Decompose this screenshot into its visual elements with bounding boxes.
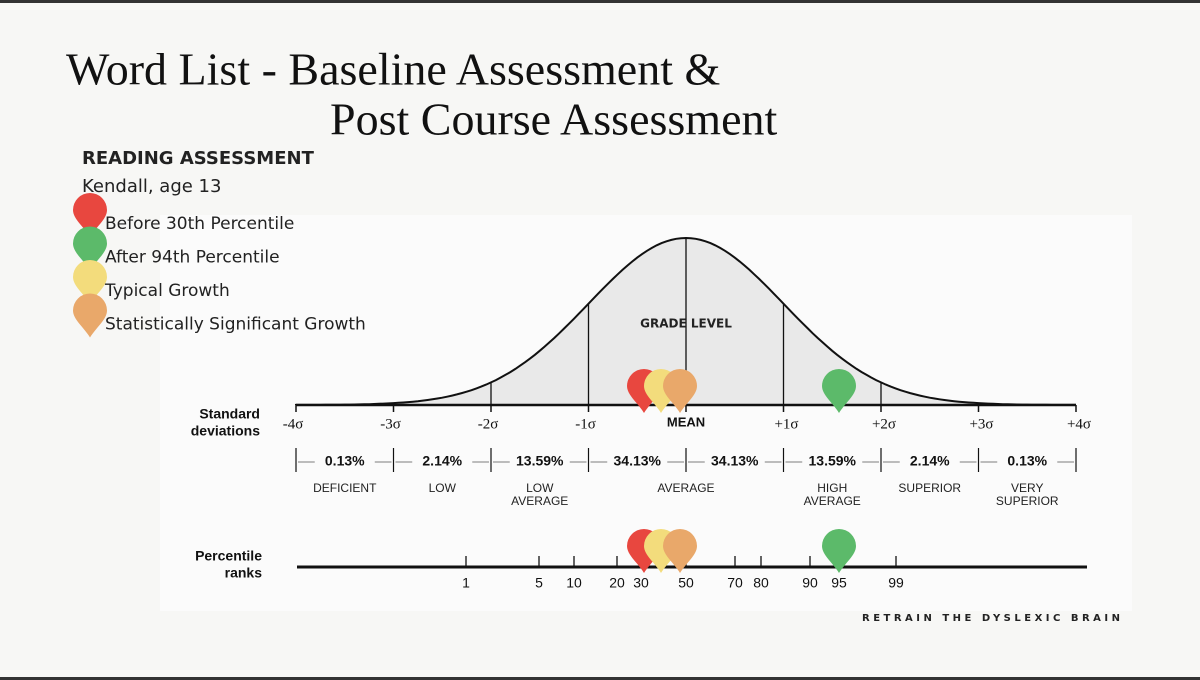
percent-label: 0.13% — [1007, 453, 1047, 469]
grade-level: GRADE LEVEL — [640, 317, 732, 331]
sigma-label: +3σ — [969, 416, 993, 432]
percentile-label: 70 — [727, 575, 743, 591]
percentile-marker — [822, 529, 856, 573]
percent-label: 34.13% — [711, 453, 759, 469]
percentile-axis-label: Percentile — [195, 548, 262, 564]
title-line-2: Post Course Assessment — [330, 94, 777, 145]
band-label: LOW — [526, 481, 554, 495]
footer: RETRAIN THE DYSLEXIC BRAIN — [862, 613, 1124, 624]
heading: READING ASSESSMENT — [82, 148, 315, 169]
percent-bg — [607, 452, 668, 472]
percentile-label: 90 — [802, 575, 818, 591]
percent-bg — [314, 452, 375, 472]
legend-label: After 94th Percentile — [105, 248, 280, 268]
percent-bg — [899, 452, 960, 472]
curve-marker — [822, 369, 856, 413]
percent-label: 2.14% — [910, 453, 950, 469]
band-label: VERY — [1011, 481, 1043, 495]
sigma-label: +4σ — [1067, 416, 1091, 432]
percentile-label: 1 — [462, 575, 470, 591]
mean-label: MEAN — [667, 414, 705, 429]
sd-label: deviations — [191, 423, 260, 439]
percent-bg — [412, 452, 473, 472]
band-label: AVERAGE — [657, 481, 714, 495]
percent-label: 13.59% — [516, 453, 564, 469]
sigma-label: +2σ — [872, 416, 896, 432]
percent-bg — [997, 452, 1058, 472]
legend-label: Typical Growth — [104, 281, 230, 301]
percentile-label: 99 — [888, 575, 904, 591]
percentile-axis-label: ranks — [225, 565, 263, 581]
band-label: LOW — [429, 481, 457, 495]
percent-label: 34.13% — [614, 453, 662, 469]
percentile-label: 50 — [678, 575, 694, 591]
curve-marker — [663, 369, 697, 413]
percentile-marker — [663, 529, 697, 573]
title-line-1: Word List - Baseline Assessment & — [66, 44, 720, 95]
legend-marker — [73, 260, 107, 304]
legend-marker — [73, 226, 107, 271]
legend-label: Before 30th Percentile — [105, 214, 294, 234]
percent-bg — [704, 452, 765, 472]
top-border — [0, 0, 1200, 3]
sigma-label: -4σ — [283, 416, 304, 432]
subject: Kendall, age 13 — [82, 176, 221, 197]
legend-marker — [73, 293, 107, 338]
band-label: SUPERIOR — [996, 494, 1059, 508]
percentile-label: 10 — [566, 575, 582, 591]
percentile-label: 80 — [753, 575, 769, 591]
legend-label: Statistically Significant Growth — [105, 315, 366, 335]
percentile-label: 5 — [535, 575, 543, 591]
percent-label: 0.13% — [325, 453, 365, 469]
percentile-label: 20 — [609, 575, 625, 591]
band-label: HIGH — [817, 481, 847, 495]
bottom-border — [0, 677, 1200, 680]
band-label: SUPERIOR — [898, 481, 961, 495]
band-label: AVERAGE — [511, 494, 568, 508]
percentile-label: 95 — [831, 575, 847, 591]
percent-bg — [509, 452, 570, 472]
sd-label: Standard — [199, 406, 260, 422]
curve-line — [295, 236, 1076, 406]
sigma-label: -2σ — [478, 416, 499, 432]
band-label: AVERAGE — [804, 494, 861, 508]
band-label: DEFICIENT — [313, 481, 377, 495]
percent-label: 2.14% — [422, 453, 462, 469]
percent-bg — [802, 452, 863, 472]
percentile-label: 30 — [633, 575, 649, 591]
sigma-label: +1σ — [774, 416, 798, 432]
percent-label: 13.59% — [809, 453, 857, 469]
legend-marker — [73, 193, 107, 237]
sigma-label: -1σ — [575, 416, 596, 432]
sigma-label: -3σ — [380, 416, 401, 432]
